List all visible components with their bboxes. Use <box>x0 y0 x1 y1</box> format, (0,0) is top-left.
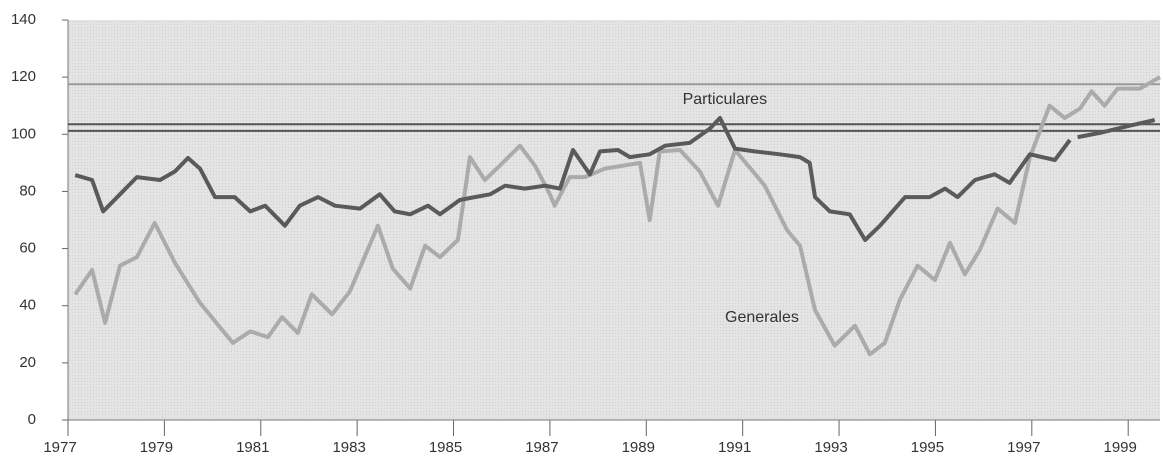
x-tick-label: 1999 <box>1104 439 1137 456</box>
plot-area <box>68 20 1160 420</box>
annotation: Generales <box>725 309 799 326</box>
x-tick-label: 1993 <box>814 439 847 456</box>
y-tick-label: 80 <box>19 182 36 199</box>
y-tick-label: 20 <box>19 354 36 371</box>
x-tick-label: 1991 <box>718 439 751 456</box>
x-tick-label: 1983 <box>332 439 365 456</box>
y-tick-label: 40 <box>19 297 36 314</box>
annotation: Particulares <box>683 91 767 108</box>
x-tick-label: 1979 <box>140 439 173 456</box>
x-tick-label: 1987 <box>525 439 558 456</box>
x-tick-label: 1977 <box>43 439 76 456</box>
y-tick-label: 0 <box>28 411 36 428</box>
x-tick-label: 1997 <box>1007 439 1040 456</box>
y-tick-label: 100 <box>11 125 36 142</box>
y-tick-label: 140 <box>11 11 36 28</box>
y-tick-label: 60 <box>19 240 36 257</box>
x-tick-label: 1985 <box>429 439 462 456</box>
x-tick-label: 1981 <box>236 439 269 456</box>
series-line <box>73 75 1161 357</box>
x-tick-label: 1989 <box>622 439 655 456</box>
x-tick-label: 1995 <box>911 439 944 456</box>
series-line <box>74 116 1156 242</box>
y-tick-label: 120 <box>11 68 36 85</box>
